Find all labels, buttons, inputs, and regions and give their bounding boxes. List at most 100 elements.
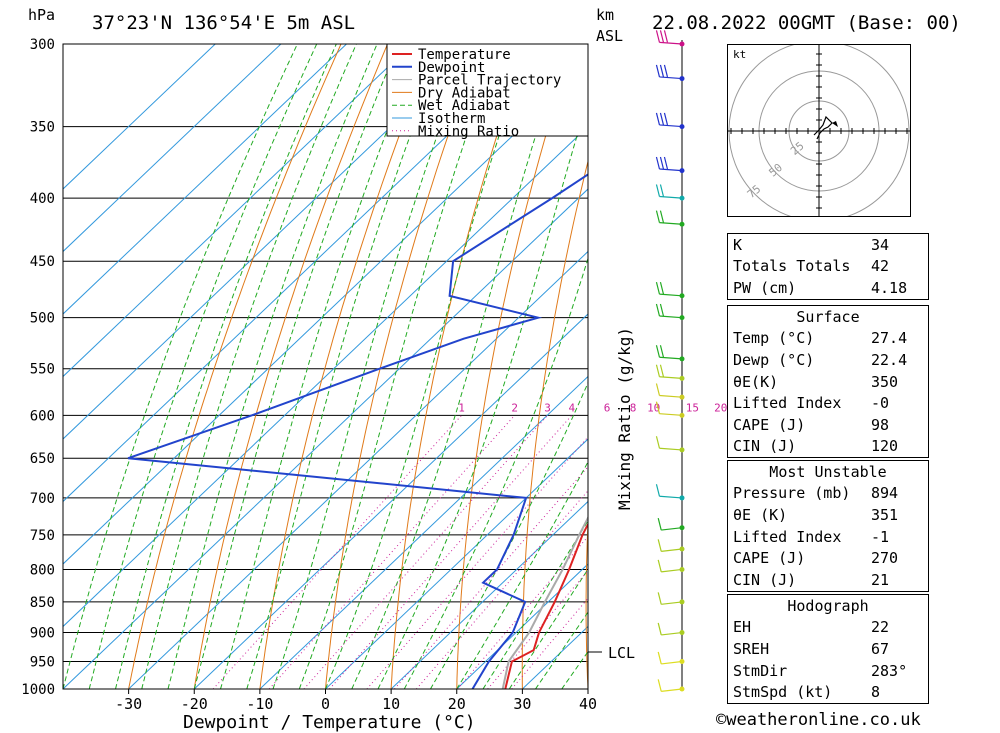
wind-barb [655,436,685,453]
dry-adiabat-line [931,44,982,689]
wet-adiabat-line [115,44,337,689]
isotherm-line [63,44,216,190]
wet-adiabat-line [63,44,298,689]
table-row: PW (cm) 4.18 [728,277,928,299]
table-label: StmDir [733,661,788,680]
isotherm-line [390,500,588,689]
dry-adiabat-line [193,44,388,689]
table-row: StmDir 283° [728,660,928,682]
pressure-tick-label: 650 [30,451,55,467]
temperature-line [504,522,588,689]
table-row: CIN (J) 21 [728,569,928,591]
dry-adiabat-line [325,44,482,689]
table-label: Totals Totals [733,257,851,276]
wet-adiabat-line [535,611,588,689]
wind-barb [657,592,685,605]
table-row: Lifted Index -0 [728,392,928,414]
pressure-tick-label: 300 [30,37,55,53]
table-label: PW (cm) [733,278,797,297]
table-label: θE (K) [733,505,788,524]
isotherm-line [63,63,588,565]
pressure-tick-label: 800 [30,562,55,578]
wet-adiabat-line [141,44,357,689]
temperature-tick-label: -10 [246,695,273,713]
pressure-tick-label: 600 [30,408,55,424]
table-row: CAPE (J) 98 [728,414,928,436]
dewpoint-line [127,173,588,689]
wet-adiabat-line [298,44,500,689]
km-unit: km [596,6,614,24]
hpa-unit: hPa [28,6,55,24]
dry-adiabat-line [521,159,588,689]
mixing-ratio-label: 8 [630,401,637,414]
temperature-tick-label: 20 [448,695,466,713]
lcl-label: LCL [608,644,635,662]
pressure-tick-label: 500 [30,311,55,327]
dry-adiabat-line [585,512,588,689]
mixing-ratio-line [487,570,588,689]
table-label: StmSpd (kt) [733,683,833,702]
table-label: CAPE (J) [733,549,806,568]
pressure-tick-label: 350 [30,120,55,136]
mixing-ratio-label: 1 [458,401,465,414]
asl-unit: ASL [596,27,623,45]
table-value: 4.18 [871,278,908,297]
mixing-ratio-line [212,414,462,689]
mixing-ratio-line [511,597,588,689]
wind-barb [655,30,685,47]
table-label: Dewp (°C) [733,350,815,369]
wind-barb [657,517,685,531]
wind-barb [655,484,685,501]
isotherm-line [63,44,282,253]
table-value: 350 [871,372,899,391]
wind-barb [655,112,685,130]
wind-barb [657,622,685,636]
table-row: Dewp (°C) 22.4 [728,349,928,371]
wet-adiabat-line [88,44,318,689]
wet-adiabat-line [272,44,472,689]
isotherm-line [63,188,588,689]
table-value: 8 [871,683,881,702]
table-title: Surface [796,307,860,326]
table-value: 67 [871,639,890,658]
mixing-ratio-axis-label: Mixing Ratio (g/kg) [615,327,634,510]
wet-adiabat-line [430,381,588,689]
isotherm-line [259,375,588,689]
table-row: Totals Totals 42 [728,256,928,278]
wet-adiabat-line [193,44,399,689]
legend-label: Dry Adiabat [418,85,511,101]
dry-adiabat-line [390,44,528,689]
table-row: Pressure (mb) 894 [728,483,928,505]
wind-barb [657,651,685,665]
mixing-ratio-label: 2 [511,401,518,414]
legend-label: Dewpoint [418,60,485,76]
isotherm-line [63,44,413,378]
pressure-tick-label: 550 [30,362,55,378]
hodograph: kt 25 50 75 [727,44,911,217]
pressure-tick-label: 450 [30,254,55,270]
wind-barb [655,364,685,381]
table-row: StmSpd (kt) 8 [728,681,928,703]
pressure-tick-label: 400 [30,191,55,207]
wind-barb [655,401,685,418]
mixing-ratio-label: 4 [568,401,575,414]
wind-barb [655,345,685,362]
table-value: 34 [871,235,890,254]
wind-barb [655,184,685,201]
table-row: CAPE (J) 270 [728,547,928,569]
mixing-ratio-line [366,436,588,689]
wet-adiabat-line [167,44,378,689]
temperature-tick-label: -30 [115,695,142,713]
mixing-ratio-line [416,490,588,689]
location-title: 37°23'N 136°54'E 5m ASL [92,12,355,34]
temperature-tick-label: 0 [321,695,330,713]
table-value: 894 [871,484,899,503]
table-label: SREH [733,639,770,658]
table-label: CAPE (J) [733,415,806,434]
mixing-ratio-line [303,414,548,689]
table-value: 270 [871,549,899,568]
table-value: 120 [871,437,899,456]
table-value: 42 [871,257,890,276]
table-value: 22 [871,618,890,637]
